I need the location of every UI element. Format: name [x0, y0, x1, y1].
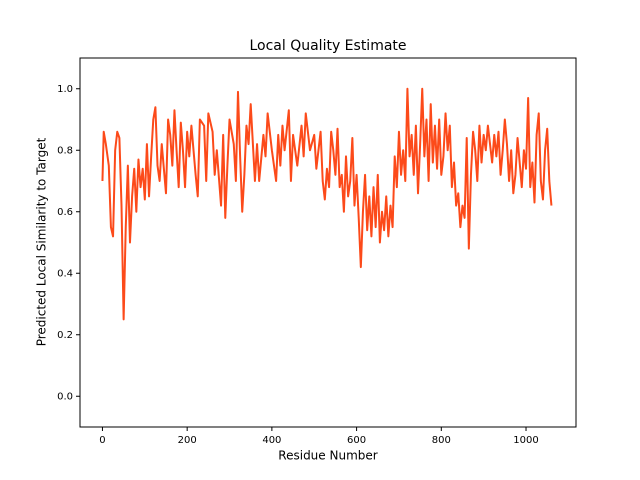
x-tick-label: 400 — [262, 435, 281, 446]
x-tick-label: 800 — [432, 435, 451, 446]
x-tick-label: 1000 — [513, 435, 538, 446]
chart-title: Local Quality Estimate — [249, 38, 406, 54]
x-tick-label: 200 — [178, 435, 197, 446]
x-tick-label: 0 — [99, 435, 105, 446]
y-tick-label: 0.4 — [57, 268, 73, 279]
x-axis-label: Residue Number — [278, 449, 377, 463]
y-tick-label: 0.8 — [57, 145, 73, 156]
y-tick-label: 0.6 — [57, 207, 73, 218]
plot-frame — [79, 57, 577, 428]
x-tick-label: 600 — [347, 435, 366, 446]
data-line — [101, 87, 553, 321]
y-tick-label: 1.0 — [57, 84, 73, 95]
y-tick-label: 0.0 — [57, 391, 73, 402]
y-tick-label: 0.2 — [57, 330, 73, 341]
y-axis-label: Predicted Local Similarity to Target — [35, 137, 49, 346]
